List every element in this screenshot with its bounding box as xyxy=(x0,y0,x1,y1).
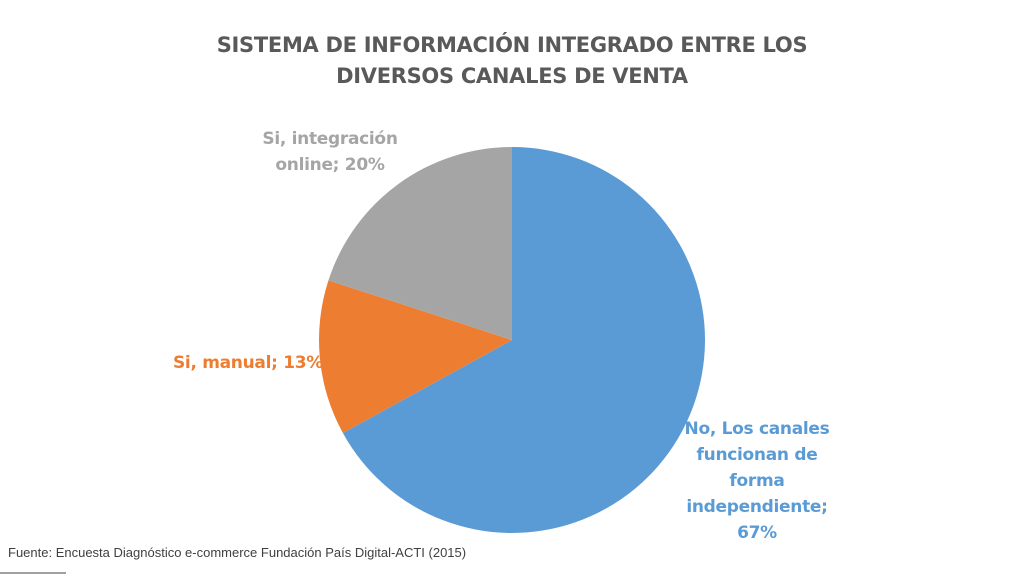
slice-label-manual: Si, manual; 13% xyxy=(168,350,328,376)
slice-label-line: online; 20% xyxy=(275,155,385,175)
slice-label-line: No, Los canales xyxy=(684,419,830,439)
slice-label-line: Si, integración xyxy=(262,129,398,149)
divider xyxy=(0,572,66,574)
slice-label-line: funcionan de xyxy=(696,445,818,465)
slice-label-independiente: No, Los canales funcionan de forma indep… xyxy=(672,416,842,546)
pie-slice-manual xyxy=(319,280,512,433)
slice-label-line: Si, manual; 13% xyxy=(172,353,324,373)
slice-label-line: independiente; xyxy=(686,497,828,517)
slice-label-line: 67% xyxy=(737,523,777,543)
source-note: Fuente: Encuesta Diagnóstico e-commerce … xyxy=(8,545,467,560)
slice-label-integracion-online: Si, integración online; 20% xyxy=(255,126,405,178)
pie-slice-independiente xyxy=(342,147,705,533)
chart-title-line-2: DIVERSOS CANALES DE VENTA xyxy=(336,64,688,88)
chart-title: SISTEMA DE INFORMACIÓN INTEGRADO ENTRE L… xyxy=(0,30,1024,92)
pie-slice-integracion-online xyxy=(328,147,512,340)
slice-label-line: forma xyxy=(729,471,785,491)
chart-title-line-1: SISTEMA DE INFORMACIÓN INTEGRADO ENTRE L… xyxy=(216,33,808,57)
